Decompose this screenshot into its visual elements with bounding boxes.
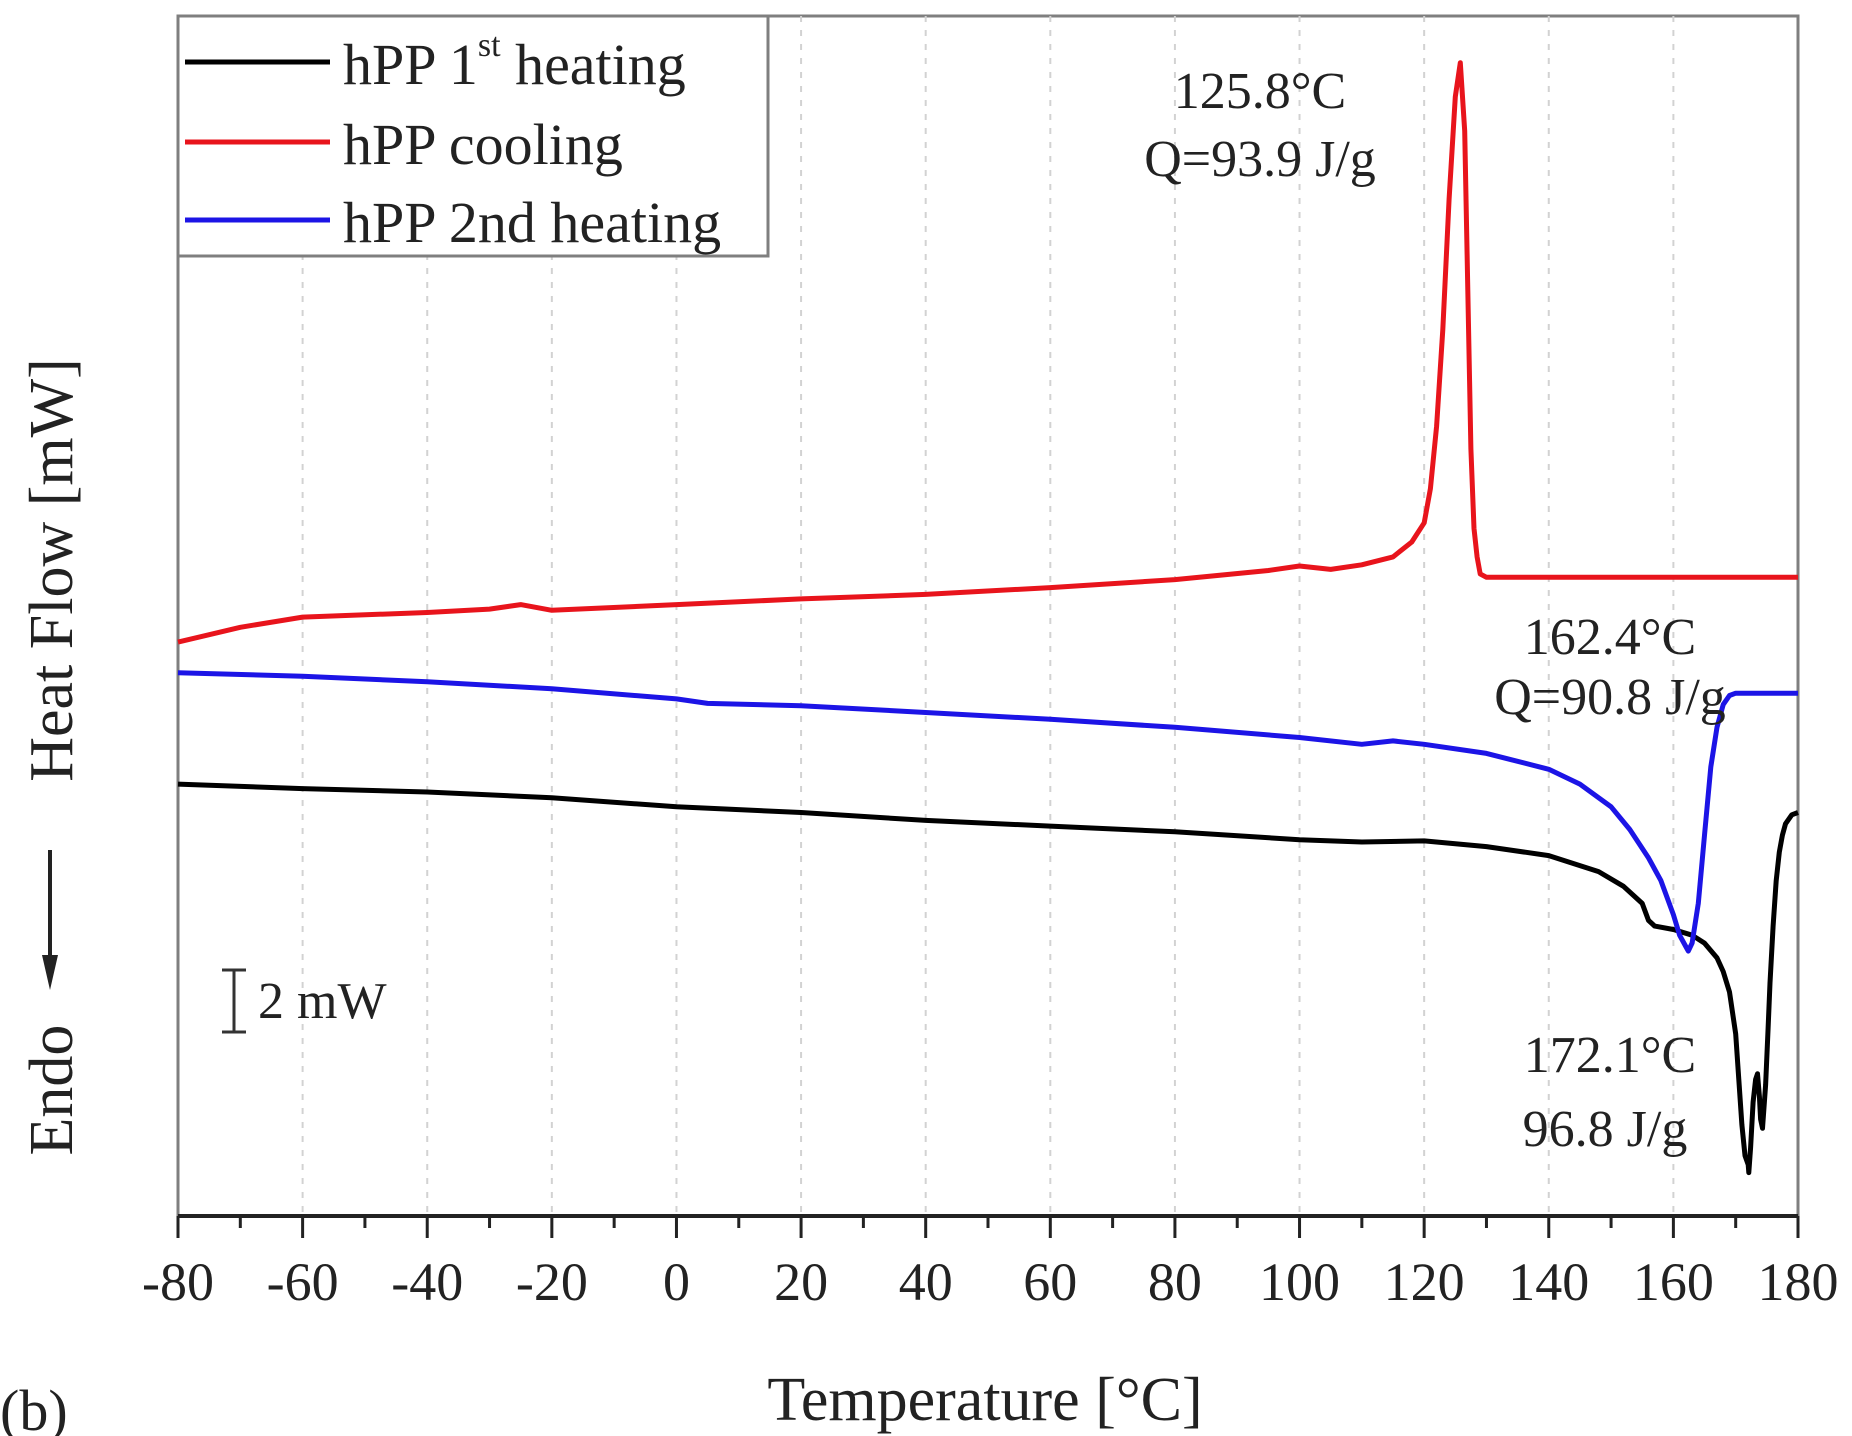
series-line-cooling xyxy=(177,60,1798,645)
x-tick-label: 0 xyxy=(663,1252,690,1312)
x-tick-label: 100 xyxy=(1259,1252,1340,1312)
annotation-first-peak-enthalpy: 96.8 J/g xyxy=(1523,1101,1688,1158)
panel-label: (b) xyxy=(0,1378,68,1436)
legend: hPP 1st heating hPP cooling hPP 2nd heat… xyxy=(176,14,770,258)
x-tick-label: 60 xyxy=(1023,1252,1077,1312)
x-tick-label: -40 xyxy=(391,1252,463,1312)
x-axis-title: Temperature [°C] xyxy=(767,1366,1202,1434)
x-axis-ticks: -80 -60 -40 -20 0 20 40 60 80 100 120 140 160 180 xyxy=(142,1216,1839,1312)
x-tick-label: 140 xyxy=(1508,1252,1589,1312)
x-tick-label: 160 xyxy=(1633,1252,1714,1312)
x-tick-label: 120 xyxy=(1384,1252,1465,1312)
annotation-second-peak-enthalpy: Q=90.8 J/g xyxy=(1494,669,1726,726)
endo-arrow-head xyxy=(42,955,58,990)
annotation-first-peak-temp: 172.1°C xyxy=(1524,1027,1696,1084)
series-line-second-heating xyxy=(177,670,1798,954)
scale-bar: 2 mW xyxy=(222,968,387,1034)
annotation-second-peak-temp: 162.4°C xyxy=(1524,609,1696,666)
x-tick-label: -20 xyxy=(516,1252,588,1312)
legend-label-1: hPP 1st heating xyxy=(343,27,686,97)
x-tick-label: 80 xyxy=(1148,1252,1202,1312)
x-tick-label: 20 xyxy=(774,1252,828,1312)
x-tick-label: 180 xyxy=(1758,1252,1839,1312)
annotation-cool-peak-temp: 125.8°C xyxy=(1174,63,1346,120)
y-axis-title: Heat Flow [mW] xyxy=(18,358,86,782)
y-axis-endo-label: Endo xyxy=(18,1025,86,1156)
x-tick-label: -60 xyxy=(267,1252,339,1312)
scale-bar-label: 2 mW xyxy=(258,973,387,1030)
x-tick-label: 40 xyxy=(899,1252,953,1312)
series-line-first-heating xyxy=(177,781,1799,1176)
x-tick-label: -80 xyxy=(142,1252,214,1312)
legend-box xyxy=(176,14,770,258)
annotation-cool-peak-enthalpy: Q=93.9 J/g xyxy=(1144,131,1376,188)
endo-arrow xyxy=(42,850,58,990)
legend-label-2: hPP cooling xyxy=(343,112,623,177)
legend-label-3: hPP 2nd heating xyxy=(343,190,721,255)
series-layer xyxy=(177,60,1799,1176)
